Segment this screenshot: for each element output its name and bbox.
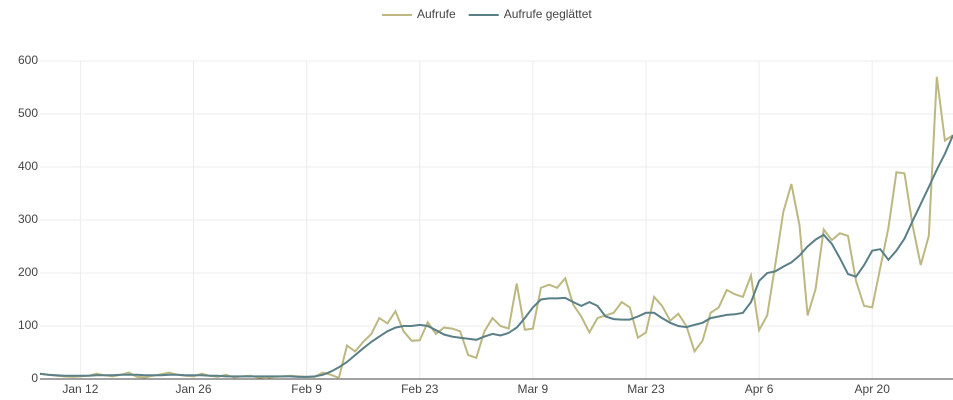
legend-label[interactable]: Aufrufe: [417, 7, 456, 21]
y-tick-label: 100: [18, 318, 38, 332]
data-line: [39, 76, 953, 380]
x-tick-label: Apr 20: [855, 382, 891, 396]
x-tick-label: Mar 23: [627, 382, 665, 396]
legend-label[interactable]: Aufrufe geglättet: [504, 7, 593, 21]
x-tick-label: Jan 26: [175, 382, 211, 396]
y-tick-label: 400: [18, 159, 38, 173]
x-tick-label: Apr 6: [745, 382, 774, 396]
data-line: [39, 134, 953, 378]
y-tick-label: 600: [18, 53, 38, 67]
x-tick-label: Jan 12: [62, 382, 98, 396]
y-tick-label: 300: [18, 212, 38, 226]
x-tick-label: Mar 9: [518, 382, 549, 396]
x-tick-label: Feb 23: [401, 382, 439, 396]
y-tick-label: 0: [31, 371, 38, 385]
x-tick-label: Feb 9: [291, 382, 322, 396]
y-tick-label: 200: [18, 265, 38, 279]
y-tick-label: 500: [18, 106, 38, 120]
